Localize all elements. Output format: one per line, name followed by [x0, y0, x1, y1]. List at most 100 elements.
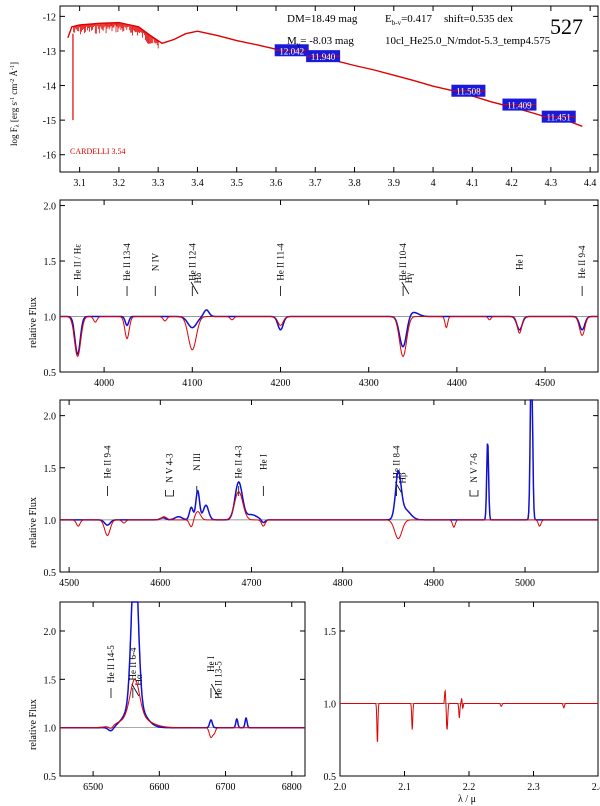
color-excess-text: Eb-v=0.417: [385, 13, 433, 27]
red-model-spectrum: [60, 678, 305, 739]
blue-line-id-label: He II 12-4: [187, 243, 197, 281]
green-line-id-label: He I: [258, 454, 268, 470]
green-xtick-label: 5000: [515, 578, 535, 589]
sed-xtick-label: 3.8: [348, 178, 361, 189]
red-y-axis-label: relative Flux: [28, 699, 39, 750]
red-xtick-label: 6800: [282, 782, 302, 793]
photometry-box-label: 11.451: [547, 113, 571, 123]
blue-line-id: N IV: [150, 252, 160, 296]
blue-line-id: He II 11-4: [275, 243, 285, 296]
sed-xtick-label: 4.1: [466, 178, 479, 189]
shift-text: shift=0.535 dex: [444, 13, 514, 25]
blue-line-id-label: He II / Hε: [73, 244, 83, 280]
green-line-id: N V 7-6: [469, 453, 479, 497]
blue-model-spectrum: [60, 316, 598, 358]
blue-line-id: He II 13-4: [122, 243, 132, 296]
blue-line-id: Hγ: [401, 273, 414, 295]
ir-xtick-label: 2.1: [398, 782, 411, 793]
sed-xtick-label: 4: [431, 178, 436, 189]
ir-ytick-label: 1.0: [324, 700, 337, 711]
sed-panel: 3.1 3.2 3.3 3.4 3.5 3.6 3.7 3.8 3.9 4 4.1 4.2 4.3 4.4…: [9, 5, 599, 189]
red-line-id: He II 6-4: [128, 647, 138, 698]
green-xtick-label: 4800: [333, 578, 353, 589]
sed-xtick-label: 3.7: [309, 178, 322, 189]
green-line-id-tick: [469, 490, 479, 497]
blue-line-id-label: N IV: [150, 252, 160, 271]
ir-ytick-label: 0.5: [324, 772, 337, 783]
green-xtick-label: 4900: [424, 578, 444, 589]
green-line-id: He II 9-4: [102, 445, 112, 496]
ir-ytick-label: 1.5: [324, 627, 337, 638]
blue-xtick-label: 4500: [535, 378, 555, 389]
green-line-id: He II 4-3: [234, 445, 244, 496]
blue-line-id-label: He II 9-4: [577, 245, 587, 278]
blue-line-id-label: Hγ: [404, 273, 414, 283]
green-line-id-tick: [165, 490, 174, 497]
green-line-id-label: He II 8-4: [391, 445, 401, 478]
ir-spectrum-panel: λ / μ 2.0 2.1 2.2 2.3 2.4 0.5 1.0 1.5: [324, 601, 600, 805]
sed-frame: [59, 5, 599, 173]
sed-xtick-label: 3.3: [152, 178, 165, 189]
blue-line-id: He II / Hε: [73, 244, 83, 296]
distance-modulus-text: DM=18.49 mag: [287, 13, 358, 25]
green-ytick-label: 1.5: [44, 464, 57, 475]
photometry-box-label: 12.042: [279, 46, 304, 56]
green-line-id: N V 4-3: [164, 453, 174, 497]
green-line-id: N III: [192, 453, 202, 496]
red-line-id: He I: [206, 656, 216, 698]
green-line-id-label: N III: [192, 453, 202, 471]
blue-ytick-label: 0.5: [44, 368, 57, 379]
red-line-id: Hα: [131, 674, 144, 697]
green-model-spectrum: [60, 491, 598, 540]
green-xtick-label: 4600: [150, 578, 170, 589]
blue-xtick-label: 4400: [447, 378, 467, 389]
ir-xtick-label: 2.0: [334, 782, 347, 793]
blue-xtick-label: 4200: [270, 378, 290, 389]
sed-ytick-label: -14: [43, 82, 56, 93]
blue-ytick-label: 1.5: [44, 257, 57, 268]
photometry-box: 11.451: [541, 110, 576, 123]
photometry-box: 11.508: [451, 84, 486, 97]
red-line-id: He II 14-5: [106, 645, 116, 698]
photometry-box-label: 11.409: [507, 101, 532, 111]
red-xtick-label: 6600: [149, 782, 169, 793]
red-line-id-tick: [210, 683, 219, 697]
red-xtick-label: 6500: [83, 782, 103, 793]
photometry-box: 11.409: [502, 98, 537, 111]
blue-spectrum-panel: relative Flux 4000 4100 4200 4300 4400 4500 0.…: [28, 199, 599, 389]
sed-xtick-label: 3.6: [270, 178, 283, 189]
figure-number: 527: [550, 14, 583, 39]
red-ytick-label: 1.0: [44, 724, 57, 735]
absolute-magnitude-text: Mv= -8.03 mag: [287, 35, 354, 49]
blue-frame: [59, 199, 599, 373]
blue-line-id: He II 9-4: [577, 245, 587, 296]
blue-line-id-label: He I: [515, 254, 525, 270]
sed-ytick-label: -13: [43, 47, 56, 58]
sed-y-axis-label: log Fλ [erg s-1 cm-2 Å-1]: [9, 62, 21, 146]
green-ytick-label: 2.0: [44, 412, 57, 423]
sed-ytick-label: -12: [43, 12, 56, 23]
red-line-id-tick: [131, 683, 140, 697]
ir-x-axis-label: λ / μ: [458, 794, 476, 805]
blue-line-id-label: He II 11-4: [275, 243, 285, 281]
photometry-box-label: 11.940: [311, 52, 336, 62]
blue-ytick-label: 2.0: [44, 202, 57, 213]
green-line-id-label: N V 7-6: [469, 453, 479, 483]
sed-xtick-label: 4.3: [545, 178, 558, 189]
red-xtick-label: 6700: [216, 782, 236, 793]
green-ytick-label: 0.5: [44, 568, 57, 579]
blue-xtick-label: 4000: [94, 378, 114, 389]
ir-xtick-label: 2.3: [527, 782, 540, 793]
photometry-box: 11.940: [306, 50, 341, 63]
blue-line-id: Hδ: [190, 273, 203, 295]
green-line-id-label: N V 4-3: [164, 453, 174, 483]
sed-xtick-label: 3.2: [113, 178, 126, 189]
blue-line-id-tick: [190, 281, 199, 295]
red-line-id-label: Hα: [134, 674, 144, 685]
green-spectrum-panel: relative Flux 4500 4600 4700 4800 4900 5000 0.…: [28, 399, 599, 589]
red-ytick-label: 0.5: [44, 772, 57, 783]
red-line-id-label: He II 14-5: [106, 645, 116, 683]
blue-line-id-label: He II 13-4: [122, 243, 132, 281]
green-xtick-label: 4500: [59, 578, 79, 589]
green-observed-spectrum: [60, 399, 598, 526]
